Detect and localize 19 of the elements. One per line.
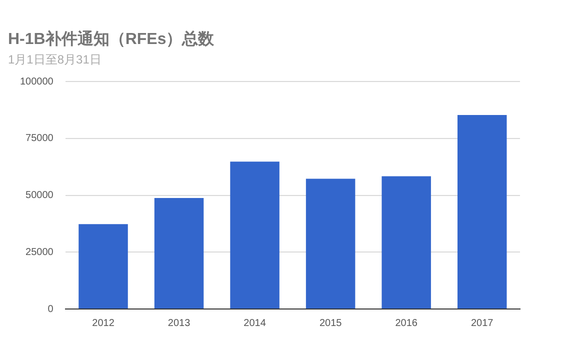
x-tick-label: 2014 xyxy=(244,318,266,329)
y-tick-label: 100000 xyxy=(20,76,54,88)
bar xyxy=(154,198,204,308)
bar xyxy=(457,115,507,308)
x-tick-label: 2016 xyxy=(395,318,418,329)
y-tick-label: 75000 xyxy=(26,133,54,144)
x-tick-label: 2012 xyxy=(92,318,115,329)
y-tick-label: 0 xyxy=(48,304,54,315)
y-tick-label: 50000 xyxy=(26,190,54,202)
x-tick-label: 2017 xyxy=(470,318,494,329)
x-tick-label: 2015 xyxy=(319,318,342,329)
y-tick-label: 25000 xyxy=(26,246,54,258)
bar xyxy=(78,224,128,308)
chart-subtitle: 1月1日至8月31日 xyxy=(8,52,102,67)
bar xyxy=(382,176,431,308)
x-tick-label: 2013 xyxy=(168,318,191,329)
bar xyxy=(230,162,280,308)
bar xyxy=(306,178,356,308)
chart-title: H-1B补件通知（RFEs）总数 xyxy=(8,30,216,48)
